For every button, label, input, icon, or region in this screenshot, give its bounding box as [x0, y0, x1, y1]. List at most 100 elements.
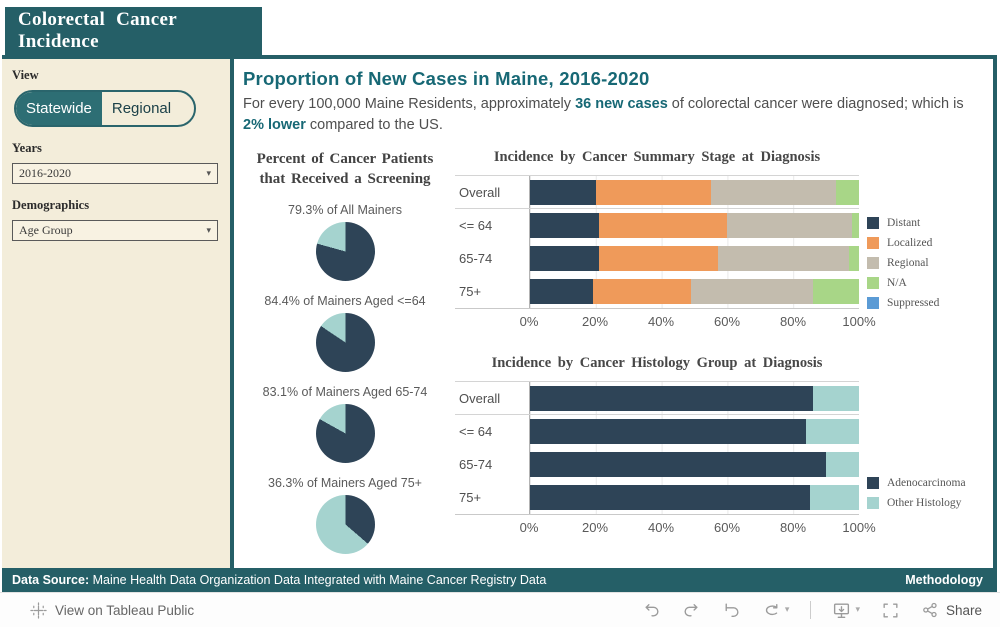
- bar-charts-column: Incidence by Cancer Summary Stage at Dia…: [447, 149, 987, 554]
- bar-segment-adenocarcinoma[interactable]: [530, 419, 807, 445]
- bar-segment-localized[interactable]: [592, 279, 692, 305]
- legend-item[interactable]: Suppressed: [867, 297, 987, 310]
- bar-track: [529, 242, 859, 276]
- stacked-bar: [530, 246, 859, 272]
- bar-segment-n-a[interactable]: [835, 179, 859, 205]
- pie-group: 79.3% of All Mainers: [243, 203, 447, 281]
- bar-segment-adenocarcinoma[interactable]: [530, 385, 813, 411]
- view-on-tableau-link[interactable]: View on Tableau Public: [30, 601, 194, 619]
- bar-segment-n-a[interactable]: [812, 279, 859, 305]
- pie[interactable]: [315, 312, 375, 372]
- bar-segment-regional[interactable]: [727, 213, 853, 239]
- row-label: Overall: [459, 390, 501, 406]
- legend-item[interactable]: Distant: [867, 217, 987, 230]
- row-label: 65-74: [459, 251, 493, 267]
- methodology-link[interactable]: Methodology: [905, 573, 983, 587]
- x-tick-label: 80%: [779, 520, 807, 536]
- view-toggle-regional[interactable]: Regional: [111, 100, 172, 117]
- bar-segment-regional[interactable]: [691, 279, 813, 305]
- years-label: Years: [12, 141, 42, 155]
- bar-segment-localized[interactable]: [599, 213, 728, 239]
- legend-label: Localized: [887, 237, 933, 250]
- share-button[interactable]: Share: [921, 601, 982, 619]
- bar-segment-distant[interactable]: [530, 246, 600, 272]
- legend-label: Distant: [887, 217, 921, 230]
- legend-item[interactable]: Regional: [867, 257, 987, 270]
- pie[interactable]: [315, 221, 375, 281]
- view-toggle-statewide[interactable]: Statewide: [16, 92, 102, 125]
- row-label: <= 64: [459, 424, 493, 440]
- legend-swatch: [867, 217, 879, 230]
- years-select[interactable]: 2016-2020 ▾: [12, 163, 218, 184]
- revert-icon[interactable]: [722, 601, 741, 620]
- bar-segment-distant[interactable]: [530, 179, 596, 205]
- bar-segment-regional[interactable]: [717, 246, 850, 272]
- x-tick-label: 100%: [842, 314, 876, 330]
- dashboard-frame: View Statewide Regional Years 2016-2020 …: [2, 55, 997, 592]
- legend-label: N/A: [887, 277, 907, 290]
- bar-segment-adenocarcinoma[interactable]: [530, 485, 810, 511]
- bar-segment-other-histology[interactable]: [812, 385, 859, 411]
- bar-segment-n-a[interactable]: [849, 246, 859, 272]
- legend-swatch: [867, 257, 879, 270]
- fullscreen-icon[interactable]: [881, 601, 900, 620]
- demographics-select-value: Age Group: [19, 223, 73, 237]
- redo-icon[interactable]: [682, 601, 701, 620]
- x-tick-label: 60%: [713, 520, 741, 536]
- legend-swatch: [867, 237, 879, 250]
- download-icon[interactable]: ▾: [832, 601, 860, 620]
- demographics-select[interactable]: Age Group ▾: [12, 220, 218, 241]
- legend-item[interactable]: Localized: [867, 237, 987, 250]
- legend-label: Regional: [887, 257, 929, 270]
- legend-item[interactable]: Other Histology: [867, 497, 987, 510]
- stacked-bar: [530, 279, 859, 305]
- x-tick-label: 40%: [647, 520, 675, 536]
- bar-segment-localized[interactable]: [599, 246, 718, 272]
- bar-row: 75+: [455, 481, 859, 515]
- view-toggle-spacer: [181, 92, 194, 125]
- bar-track: [529, 209, 859, 243]
- pie[interactable]: [315, 494, 375, 554]
- pie-label: 36.3% of Mainers Aged 75+: [268, 475, 422, 490]
- bar-segment-n-a[interactable]: [852, 213, 859, 239]
- stacked-bar: [530, 485, 859, 511]
- x-tick-label: 0%: [519, 314, 539, 330]
- share-icon: [921, 601, 939, 619]
- bar-segment-other-histology[interactable]: [826, 452, 859, 478]
- page-title: Proportion of New Cases in Maine, 2016-2…: [243, 68, 650, 89]
- bar-segment-adenocarcinoma[interactable]: [530, 452, 827, 478]
- row-label: 65-74: [459, 457, 493, 473]
- x-tick-label: 0%: [519, 520, 539, 536]
- stacked-bar: [530, 419, 859, 445]
- stage-legend: Distant Localized Regional N/A Suppressed: [867, 217, 987, 310]
- bar-segment-distant[interactable]: [530, 279, 593, 305]
- view-toggle: Statewide Regional: [14, 90, 196, 127]
- filter-sidebar: View Statewide Regional Years 2016-2020 …: [2, 59, 230, 568]
- bar-segment-other-histology[interactable]: [809, 485, 859, 511]
- chart-plot-area: Overall <= 64 65-74 75+: [455, 381, 859, 516]
- refresh-icon[interactable]: ▾: [762, 601, 789, 620]
- legend-swatch: [867, 497, 879, 510]
- legend-label: Other Histology: [887, 497, 962, 510]
- bar-segment-distant[interactable]: [530, 213, 600, 239]
- bar-segment-other-histology[interactable]: [806, 419, 859, 445]
- bar-track: [529, 415, 859, 449]
- legend-item[interactable]: N/A: [867, 277, 987, 290]
- sidebar-divider: [230, 59, 234, 568]
- bar-row: 65-74: [455, 242, 859, 276]
- screening-pie-chart: Percent of Cancer Patients that Received…: [243, 149, 447, 554]
- x-tick-label: 20%: [581, 314, 609, 330]
- row-label: 75+: [459, 284, 482, 300]
- pie-group: 83.1% of Mainers Aged 65-74: [243, 385, 447, 463]
- tableau-toolbar: View on Tableau Public ▾ ▾: [0, 592, 1000, 627]
- histology-bar-chart: Incidence by Cancer Histology Group at D…: [455, 355, 987, 537]
- chevron-down-icon: ▾: [206, 225, 211, 236]
- bar-segment-localized[interactable]: [595, 179, 711, 205]
- bar-segment-regional[interactable]: [710, 179, 836, 205]
- undo-icon[interactable]: [642, 601, 661, 620]
- legend-item[interactable]: Adenocarcinoma: [867, 477, 987, 490]
- pie[interactable]: [315, 403, 375, 463]
- chart-plot-area: Overall <= 64 65-74 75+: [455, 175, 859, 310]
- chart-title: Incidence by Cancer Histology Group at D…: [491, 355, 823, 372]
